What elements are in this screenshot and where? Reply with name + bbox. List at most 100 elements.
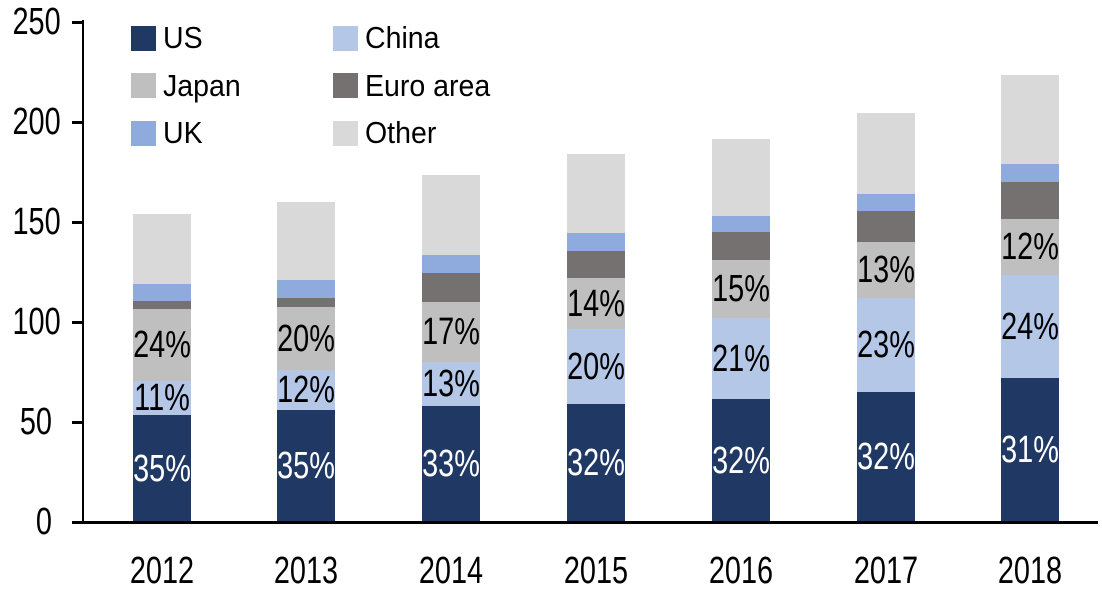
x-label-2012: 2012 bbox=[129, 550, 194, 592]
legend-item-uk: UK bbox=[131, 115, 206, 150]
y-axis-line bbox=[82, 20, 84, 524]
segment-label-us-2013: 35% bbox=[277, 445, 336, 487]
bar-segment-other-2016 bbox=[711, 139, 770, 216]
legend-label-japan: Japan bbox=[163, 67, 241, 103]
bar-segment-china-2013 bbox=[277, 370, 336, 410]
bar-segment-other-2014 bbox=[422, 175, 481, 255]
bar-segment-euro-area-2018 bbox=[1001, 182, 1060, 219]
bar-segment-uk-2018 bbox=[1001, 164, 1060, 182]
x-label-2013: 2013 bbox=[274, 550, 339, 592]
legend-item-other: Other bbox=[333, 115, 443, 150]
legend-label-other: Other bbox=[365, 115, 437, 150]
legend-swatch-japan bbox=[131, 73, 156, 98]
segment-label-china-2014: 13% bbox=[422, 363, 480, 405]
y-tick-label-200: 200 bbox=[12, 101, 61, 143]
bar-segment-other-2012 bbox=[132, 214, 191, 284]
legend-label-uk: UK bbox=[163, 115, 203, 150]
legend-swatch-uk bbox=[131, 120, 156, 146]
bar-segment-japan-2016 bbox=[711, 260, 770, 318]
bar-segment-uk-2014 bbox=[422, 255, 481, 273]
segment-label-japan-2014: 17% bbox=[422, 311, 480, 353]
segment-label-japan-2017: 13% bbox=[856, 249, 915, 291]
bar-segment-japan-2015 bbox=[566, 278, 625, 329]
bar-segment-uk-2013 bbox=[277, 280, 336, 298]
bar-segment-japan-2018 bbox=[1001, 219, 1060, 275]
bar-segment-china-2012 bbox=[132, 381, 191, 415]
bar-segment-us-2015 bbox=[566, 404, 625, 522]
bar-segment-other-2015 bbox=[566, 154, 625, 233]
segment-label-japan-2013: 20% bbox=[277, 317, 336, 360]
x-label-2014: 2014 bbox=[418, 550, 484, 592]
bar-segment-uk-2012 bbox=[132, 284, 191, 301]
legend-swatch-other bbox=[333, 120, 358, 146]
y-tick-label-100: 100 bbox=[12, 301, 61, 343]
bar-segment-china-2014 bbox=[422, 362, 481, 406]
segment-label-china-2015: 20% bbox=[566, 345, 625, 388]
x-label-2017: 2017 bbox=[853, 550, 918, 592]
bar-segment-china-2018 bbox=[1001, 275, 1060, 378]
segment-label-us-2012: 35% bbox=[132, 447, 191, 490]
x-axis-line bbox=[82, 521, 1098, 524]
legend-item-japan: Japan bbox=[131, 67, 247, 103]
x-label-2016: 2016 bbox=[708, 550, 773, 592]
segment-label-us-2014: 33% bbox=[422, 443, 480, 485]
legend-item-us: US bbox=[131, 20, 206, 55]
segment-label-japan-2018: 12% bbox=[1001, 226, 1060, 268]
y-tick-mark-200 bbox=[72, 121, 84, 124]
bar-segment-uk-2015 bbox=[566, 233, 625, 251]
bar-segment-us-2012 bbox=[132, 415, 191, 522]
legend-swatch-us bbox=[131, 25, 156, 51]
y-tick-mark-50 bbox=[72, 421, 84, 424]
bar-segment-china-2017 bbox=[856, 298, 915, 392]
segment-label-us-2016: 32% bbox=[711, 439, 770, 482]
segment-label-china-2016: 21% bbox=[711, 337, 770, 380]
legend-label-china: China bbox=[365, 20, 440, 55]
y-tick-label-150: 150 bbox=[12, 201, 61, 243]
y-tick-mark-250 bbox=[72, 21, 84, 24]
bar-segment-china-2016 bbox=[711, 318, 770, 399]
segment-label-us-2017: 32% bbox=[856, 436, 915, 478]
bar-segment-china-2015 bbox=[566, 329, 625, 404]
bar-segment-us-2014 bbox=[422, 406, 481, 522]
y-tick-mark-100 bbox=[72, 321, 84, 324]
segment-label-china-2012: 11% bbox=[133, 377, 190, 419]
legend-label-euro-area: Euro area bbox=[365, 67, 491, 103]
y-tick-mark-0 bbox=[72, 521, 84, 524]
bar-segment-uk-2017 bbox=[856, 194, 915, 211]
segment-label-japan-2012: 24% bbox=[132, 324, 191, 366]
bar-segment-euro-area-2016 bbox=[711, 232, 770, 260]
bar-segment-uk-2016 bbox=[711, 216, 770, 232]
legend-swatch-china bbox=[333, 25, 358, 51]
bar-segment-euro-area-2017 bbox=[856, 211, 915, 242]
bar-segment-us-2016 bbox=[711, 399, 770, 522]
y-tick-label-0: 0 bbox=[35, 501, 52, 543]
bar-segment-japan-2017 bbox=[856, 242, 915, 298]
segment-label-us-2018: 31% bbox=[1001, 429, 1060, 471]
bar-segment-us-2018 bbox=[1001, 378, 1060, 522]
bar-segment-other-2013 bbox=[277, 202, 336, 280]
bar-segment-other-2017 bbox=[856, 113, 915, 194]
bar-segment-japan-2012 bbox=[132, 309, 191, 381]
legend-item-euro-area: Euro area bbox=[333, 67, 501, 103]
y-tick-mark-150 bbox=[72, 221, 84, 224]
bar-segment-euro-area-2015 bbox=[566, 251, 625, 278]
legend-item-china: China bbox=[333, 20, 446, 55]
bar-segment-japan-2014 bbox=[422, 302, 481, 362]
segment-label-japan-2016: 15% bbox=[711, 268, 770, 310]
bar-segment-us-2017 bbox=[856, 392, 915, 522]
bar-segment-other-2018 bbox=[1001, 75, 1060, 164]
y-tick-label-50: 50 bbox=[19, 401, 52, 443]
bar-segment-euro-area-2013 bbox=[277, 298, 336, 307]
legend-label-us: US bbox=[163, 20, 203, 55]
segment-label-japan-2015: 14% bbox=[566, 282, 625, 325]
bar-segment-japan-2013 bbox=[277, 307, 336, 370]
segment-label-china-2013: 12% bbox=[277, 369, 336, 411]
bar-segment-euro-area-2014 bbox=[422, 273, 481, 302]
x-label-2018: 2018 bbox=[998, 550, 1063, 592]
segment-label-china-2017: 23% bbox=[856, 324, 915, 366]
bar-segment-us-2013 bbox=[277, 410, 336, 522]
segment-label-us-2015: 32% bbox=[566, 442, 625, 484]
bar-segment-euro-area-2012 bbox=[132, 301, 191, 309]
segment-label-china-2018: 24% bbox=[1001, 305, 1060, 348]
